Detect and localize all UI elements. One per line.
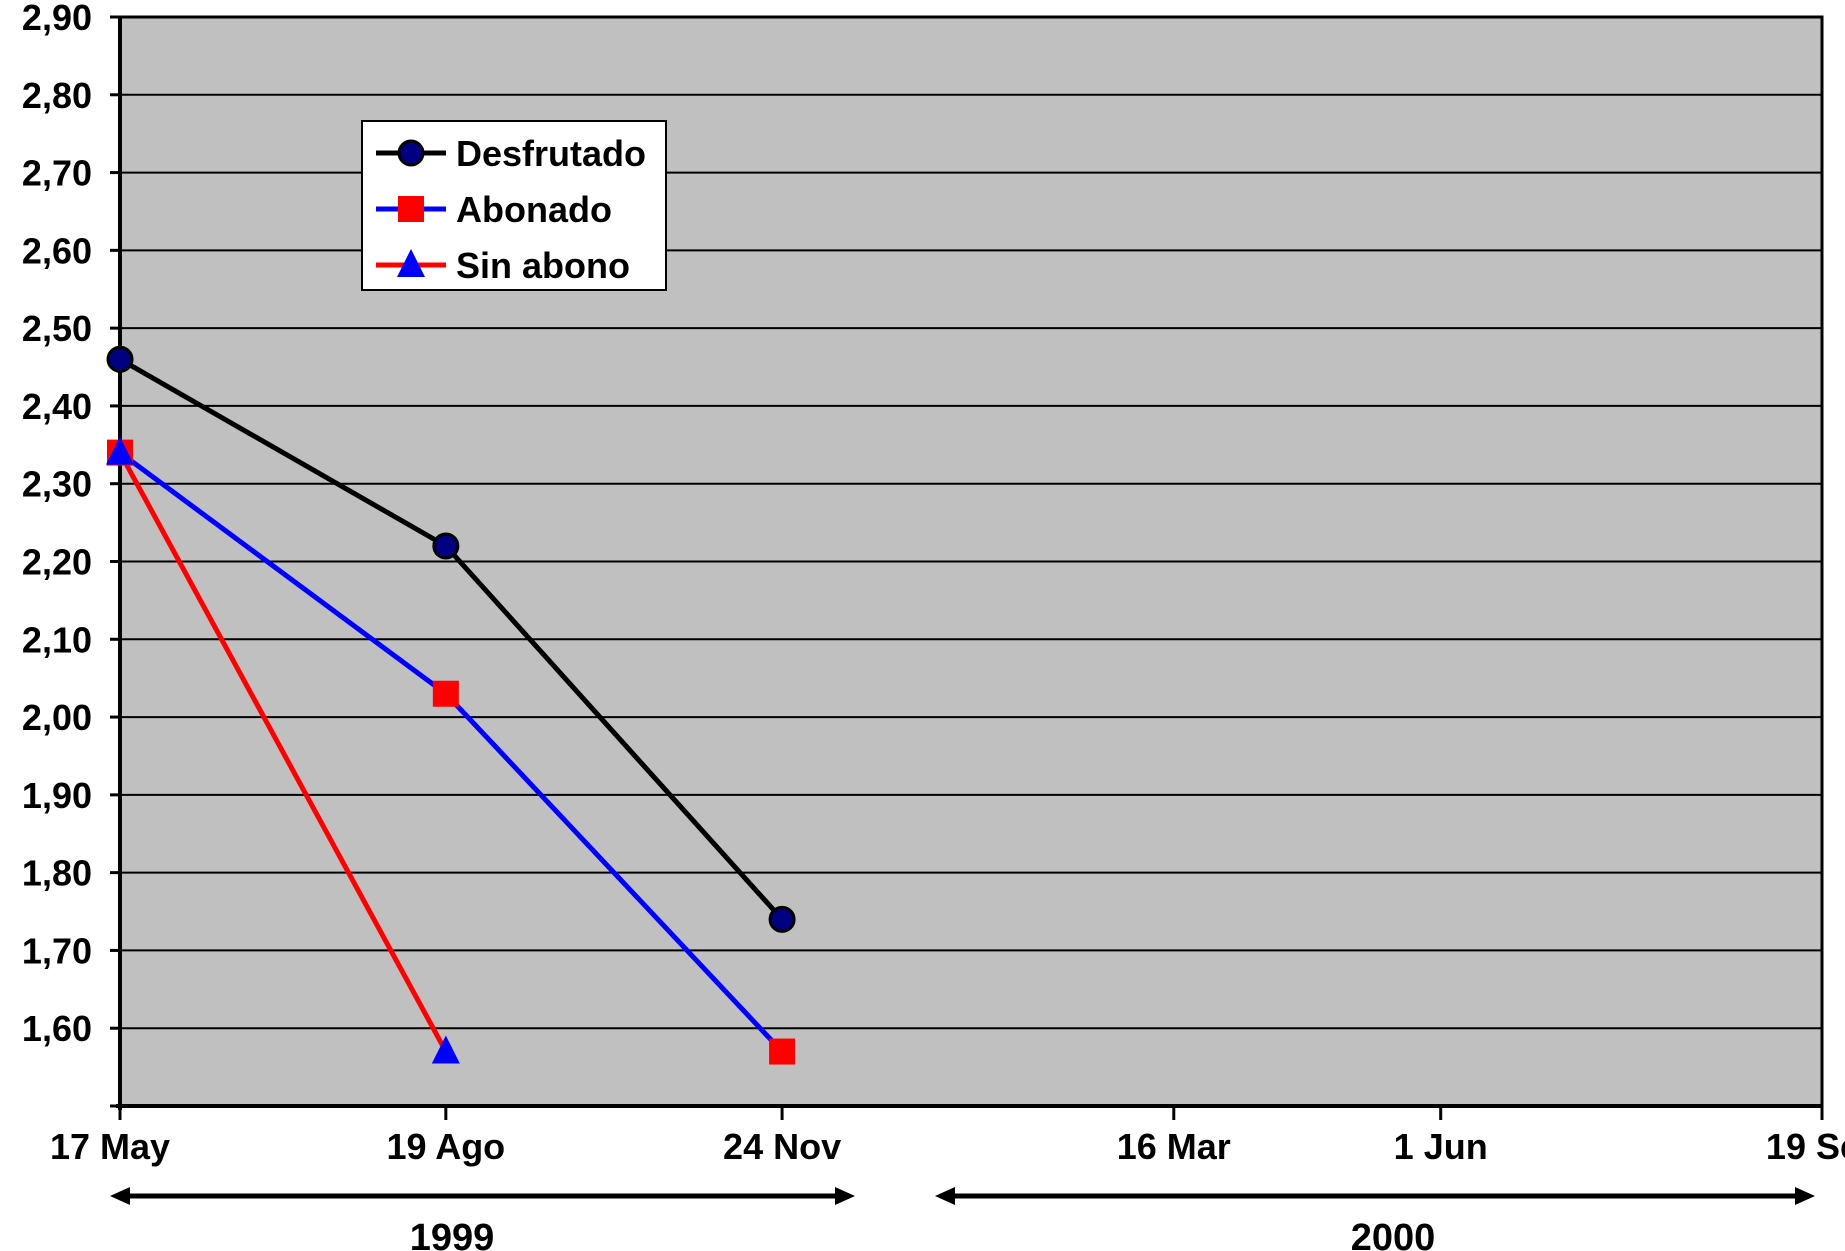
- legend-label: Abonado: [456, 189, 612, 230]
- series-line: [117, 451, 449, 1053]
- series-markers-1: [106, 345, 796, 933]
- series-3: [117, 451, 449, 1053]
- y-tick-label: 1,80: [22, 853, 92, 894]
- y-tick-label: 1,70: [22, 930, 92, 971]
- year-label: 1999: [410, 1217, 495, 1251]
- arrow-left-icon: [935, 1187, 955, 1205]
- x-tick-label: 17 May: [50, 1126, 170, 1167]
- series: [106, 345, 796, 1065]
- arrow-right-icon: [1795, 1187, 1815, 1205]
- triangle-marker: [397, 249, 425, 277]
- y-tick-label: 2,00: [22, 697, 92, 738]
- series-markers-3: [106, 436, 460, 1064]
- circle-marker: [397, 139, 425, 167]
- y-tick-label: 2,80: [22, 75, 92, 116]
- x-axis-ticks: 17 May 19 Ago 24 Nov 16 Mar 1 Jun 19 Set: [50, 1106, 1845, 1167]
- y-tick-label: 2,60: [22, 230, 92, 271]
- y-tick-label: 2,10: [22, 619, 92, 660]
- x-tick-label: 24 Nov: [723, 1126, 841, 1167]
- y-tick-label: 1,60: [22, 1008, 92, 1049]
- x-tick-label: 16 Mar: [1117, 1126, 1231, 1167]
- circle-marker: [432, 532, 460, 560]
- y-axis-ticks: 1,60 1,70 1,80 1,90 2,00 2,10 2,20 2,30 2,40 2,50…: [22, 0, 120, 1108]
- circle-marker: [768, 905, 796, 933]
- triangle-marker: [106, 436, 134, 465]
- arrow-left-icon: [110, 1187, 130, 1205]
- legend-label: Desfrutado: [456, 133, 646, 174]
- legend: Desfrutado Abonado Sin abono: [361, 120, 667, 291]
- y-tick-label: 2,90: [22, 0, 92, 38]
- x-tick-label: 1 Jun: [1394, 1126, 1488, 1167]
- legend-label: Sin abono: [456, 245, 630, 286]
- arrow-right-icon: [835, 1187, 855, 1205]
- square-marker: [398, 196, 424, 222]
- y-tick-label: 2,20: [22, 542, 92, 583]
- x-tick-label: 19 Ago: [386, 1126, 505, 1167]
- square-marker: [769, 1038, 796, 1065]
- circle-marker: [106, 345, 134, 373]
- y-tick-label: 2,40: [22, 386, 92, 427]
- year-label: 2000: [1351, 1217, 1436, 1251]
- y-tick-label: 1,90: [22, 775, 92, 816]
- y-tick-label: 2,50: [22, 308, 92, 349]
- y-tick-label: 2,70: [22, 153, 92, 194]
- square-marker: [432, 680, 459, 707]
- year-spans: 1999 2000: [110, 1187, 1815, 1251]
- x-tick-label: 19 Set: [1766, 1126, 1845, 1167]
- y-tick-label: 2,30: [22, 464, 92, 505]
- triangle-marker: [431, 1035, 460, 1064]
